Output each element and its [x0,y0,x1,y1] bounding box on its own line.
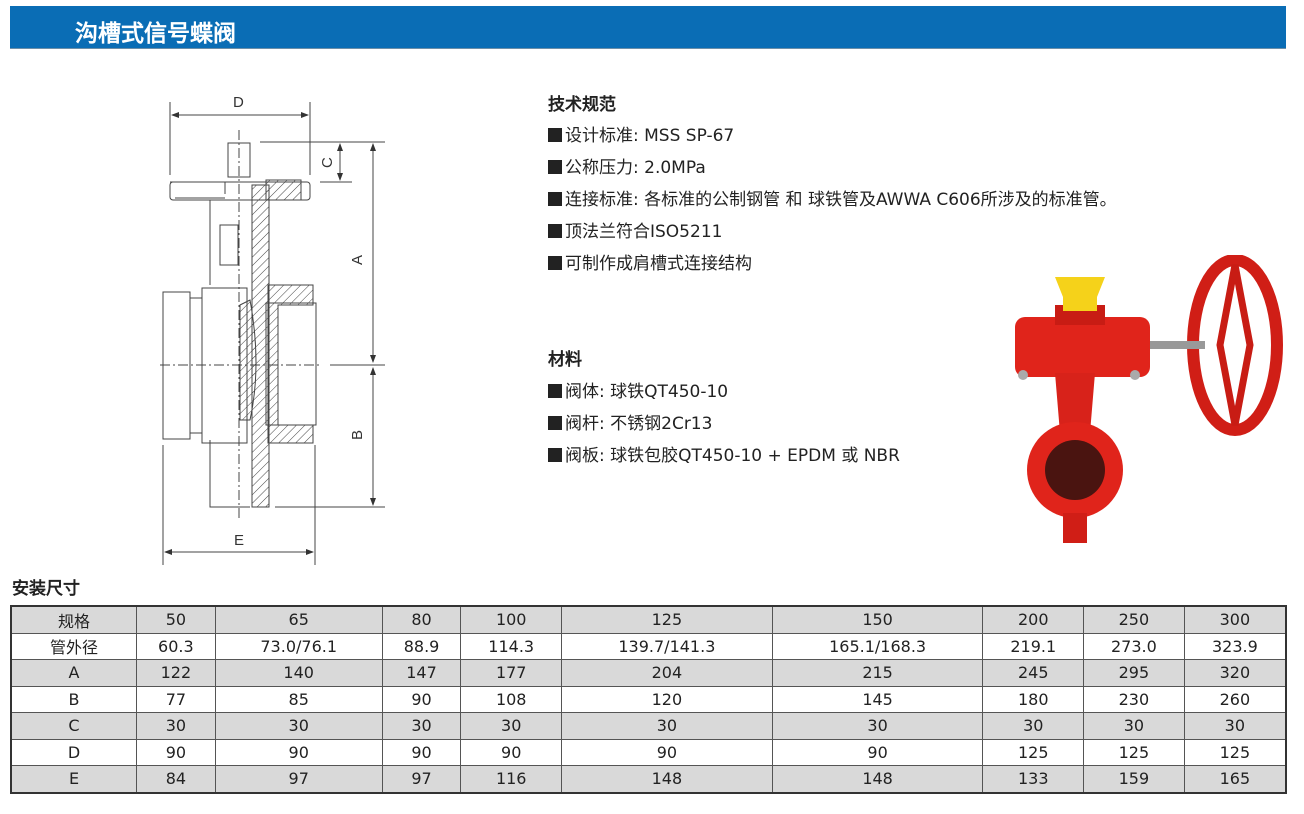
dim-label-c: C [319,157,336,168]
table-cell: 148 [561,765,773,793]
table-cell: 30 [1183,712,1287,740]
title-banner: 沟槽式信号蝶阀 [10,6,1286,49]
table-cell: 250 [1083,605,1185,634]
table-row: 规格 50 65 80 100 125 150 200 250 300 [10,605,1287,634]
table-cell: 116 [460,765,563,793]
table-cell: 84 [136,765,216,793]
table-cell: 147 [381,659,462,687]
table-cell: 200 [982,605,1085,634]
table-cell: 73.0/76.1 [214,632,383,660]
row-header-cell: 规格 [10,605,137,634]
table-cell: 97 [381,765,462,793]
row-header-cell: B [10,685,137,713]
page-title: 沟槽式信号蝶阀 [75,21,236,47]
spec-item: 可制作成肩槽式连接结构 [548,249,752,274]
table-row: E 84 97 97 116 148 148 133 159 165 [10,765,1287,793]
table-cell: 30 [381,712,462,740]
table-cell: 133 [982,765,1085,793]
spec-item: 连接标准: 各标准的公制钢管 和 球铁管及AWWA C606所涉及的标准管。 [548,185,1117,210]
table-cell: 125 [1183,738,1287,766]
row-header-cell: D [10,738,137,766]
product-photo-valve [1015,255,1283,543]
table-cell: 30 [771,712,984,740]
table-cell: 140 [214,659,383,687]
spec-item: 顶法兰符合ISO5211 [548,217,722,242]
dim-label-d: D [233,94,244,111]
table-cell: 97 [214,765,383,793]
table-row: B 77 85 90 108 120 145 180 230 260 [10,685,1287,713]
table-cell: 88.9 [381,632,462,660]
table-cell: 100 [460,605,563,634]
table-row: C 30 30 30 30 30 30 30 30 30 [10,712,1287,740]
specs-title: 技术规范 [548,95,616,115]
table-cell: 165.1/168.3 [771,632,984,660]
table-cell: 30 [214,712,383,740]
dim-label-e: E [234,532,244,549]
materials-title: 材料 [548,350,582,370]
table-cell: 30 [460,712,563,740]
table-cell: 30 [982,712,1085,740]
table-cell: 80 [381,605,462,634]
table-cell: 260 [1183,685,1287,713]
table-cell: 30 [1083,712,1185,740]
dim-label-a: A [349,255,366,265]
table-cell: 120 [561,685,773,713]
table-cell: 230 [1083,685,1185,713]
table-cell: 320 [1183,659,1287,687]
table-cell: 90 [561,738,773,766]
dim-label-b: B [349,430,366,440]
table-cell: 77 [136,685,216,713]
table-cell: 159 [1083,765,1185,793]
table-cell: 125 [982,738,1085,766]
table-cell: 180 [982,685,1085,713]
table-cell: 300 [1183,605,1287,634]
table-cell: 323.9 [1183,632,1287,660]
row-header-cell: E [10,765,137,793]
install-dimensions-title: 安装尺寸 [12,579,80,599]
table-row: A 122 140 147 177 204 215 245 295 320 [10,659,1287,687]
material-item: 阀板: 球铁包胶QT450-10 + EPDM 或 NBR [548,441,900,466]
table-cell: 30 [561,712,773,740]
table-cell: 85 [214,685,383,713]
table-cell: 108 [460,685,563,713]
table-cell: 90 [136,738,216,766]
material-item: 阀杆: 不锈钢2Cr13 [548,409,712,434]
table-cell: 90 [381,738,462,766]
table-cell: 139.7/141.3 [561,632,773,660]
valve-dimension-drawing: D C A B E [160,94,385,565]
row-header-cell: C [10,712,137,740]
table-cell: 90 [460,738,563,766]
table-cell: 165 [1183,765,1287,793]
table-cell: 150 [771,605,984,634]
table-cell: 90 [214,738,383,766]
table-cell: 125 [1083,738,1185,766]
table-cell: 148 [771,765,984,793]
install-dimensions-table: 规格 50 65 80 100 125 150 200 250 300 管外径 60.3 73.0/76… [10,605,1287,794]
table-cell: 90 [381,685,462,713]
table-cell: 60.3 [136,632,216,660]
table-cell: 90 [771,738,984,766]
table-cell: 219.1 [982,632,1085,660]
spec-item: 设计标准: MSS SP-67 [548,121,734,146]
table-cell: 122 [136,659,216,687]
table-cell: 125 [561,605,773,634]
spec-item: 公称压力: 2.0MPa [548,153,706,178]
table-cell: 215 [771,659,984,687]
table-row: 管外径 60.3 73.0/76.1 88.9 114.3 139.7/141.3 165.… [10,632,1287,660]
table-cell: 204 [561,659,773,687]
table-cell: 245 [982,659,1085,687]
row-header-cell: A [10,659,137,687]
material-item: 阀体: 球铁QT450-10 [548,377,728,402]
table-cell: 177 [460,659,563,687]
table-cell: 50 [136,605,216,634]
table-cell: 65 [214,605,383,634]
table-row: D 90 90 90 90 90 90 125 125 125 [10,738,1287,766]
table-cell: 114.3 [460,632,563,660]
table-cell: 273.0 [1083,632,1185,660]
table-cell: 145 [771,685,984,713]
table-cell: 30 [136,712,216,740]
table-cell: 295 [1083,659,1185,687]
row-header-cell: 管外径 [10,632,137,660]
